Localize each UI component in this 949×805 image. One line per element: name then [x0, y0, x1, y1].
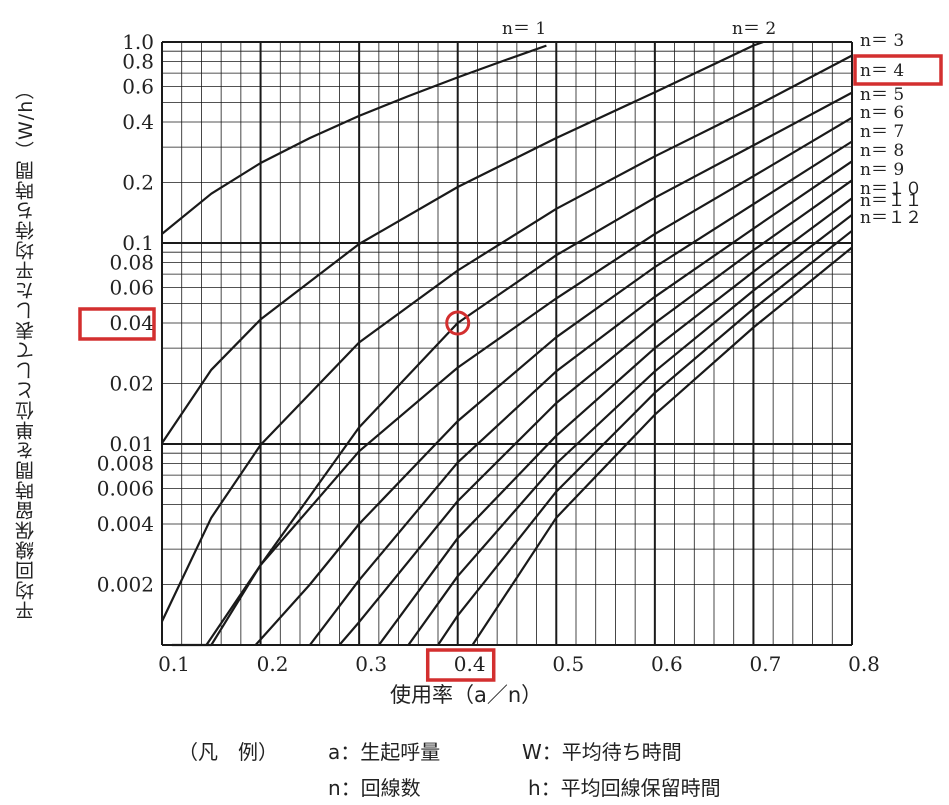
x-tick-label: 0.7 [750, 652, 782, 676]
series-label-5: n＝ 5 [860, 85, 904, 105]
y-tick-label: 1.0 [122, 30, 154, 54]
series-label-10: n＝１０ [860, 179, 922, 199]
x-tick-label: 0.4 [454, 652, 486, 676]
series-line-10 [407, 214, 853, 646]
y-tick-label: 0.6 [122, 75, 154, 99]
highlight-box-n-4 [853, 54, 943, 86]
y-tick-label: 0.4 [122, 110, 154, 134]
legend-item-h: h：平均回線保留時間 [528, 776, 721, 800]
y-tick-label: 0.02 [109, 371, 154, 395]
series-labels: n＝ 1 n＝ 2 n＝ 3 n＝ 4 n＝ 5n＝ 6n＝ 7n＝ 8n＝ 9n＝１０… [502, 19, 922, 228]
highlight-point [445, 310, 471, 336]
series-label-3: n＝ 3 [860, 31, 904, 51]
x-tick-label: 0.5 [552, 652, 584, 676]
x-tick-label: 0.6 [651, 652, 683, 676]
highlight-box-x-0-4 [425, 648, 496, 682]
series-line-8 [338, 179, 853, 646]
x-tick-labels: 0.1 0.2 0.3 0.4 0.5 0.6 0.7 0.8 [158, 652, 880, 676]
legend-caption: （凡 例） [178, 740, 278, 764]
y-axis-title: 平均回線保留時間を単位として表した平均待ち時間（W/h） [15, 79, 37, 621]
series-label-7: n＝ 7 [860, 122, 904, 142]
highlight-box-y-0-04 [78, 307, 156, 341]
grid-major [161, 41, 853, 646]
x-tick-label: 0.3 [355, 652, 387, 676]
series-line-5 [205, 116, 853, 646]
y-tick-label: 0.008 [97, 451, 154, 475]
x-tick-label: 0.2 [257, 652, 289, 676]
series-label-2: n＝ 2 [732, 19, 776, 39]
series-line-2 [161, 40, 764, 444]
y-tick-label: 0.1 [122, 231, 154, 255]
series-label-4: n＝ 4 [860, 61, 904, 81]
series-line-9 [378, 197, 853, 646]
y-tick-label: 0.002 [97, 572, 154, 596]
y-tick-label: 0.2 [122, 170, 154, 194]
series-label-6: n＝ 6 [860, 103, 904, 123]
y-tick-label: 0.04 [109, 311, 154, 335]
series-label-8: n＝ 8 [860, 141, 904, 161]
series-line-3 [161, 54, 853, 622]
series-line-6 [254, 140, 853, 646]
legend-item-w: W：平均待ち時間 [522, 740, 682, 764]
series-label-12: n＝１２ [860, 208, 922, 228]
x-axis-title: 使用率（a／n） [390, 683, 543, 707]
x-tick-label: 0.1 [158, 652, 190, 676]
y-tick-label: 0.006 [97, 477, 154, 501]
y-tick-label: 0.01 [109, 432, 154, 456]
highlights [78, 54, 943, 682]
series-line-7 [309, 160, 853, 646]
x-tick-label: 0.8 [848, 652, 880, 676]
y-tick-label: 0.06 [109, 276, 154, 300]
series-line-4 [171, 91, 853, 647]
series-line-11 [437, 229, 853, 646]
legend-item-n: n：回線数 [328, 776, 421, 800]
series-label-9: n＝ 9 [860, 160, 904, 180]
y-tick-label: 0.08 [109, 250, 154, 274]
series-line-12 [471, 246, 853, 646]
legend-item-a: a：生起呼量 [328, 740, 441, 764]
y-tick-label: 0.8 [122, 49, 154, 73]
series-line-1 [161, 44, 547, 235]
series-label-11: n＝１１ [860, 191, 922, 211]
series-lines [161, 40, 853, 647]
series-label-1: n＝ 1 [502, 19, 546, 39]
y-tick-label: 0.004 [97, 512, 154, 536]
